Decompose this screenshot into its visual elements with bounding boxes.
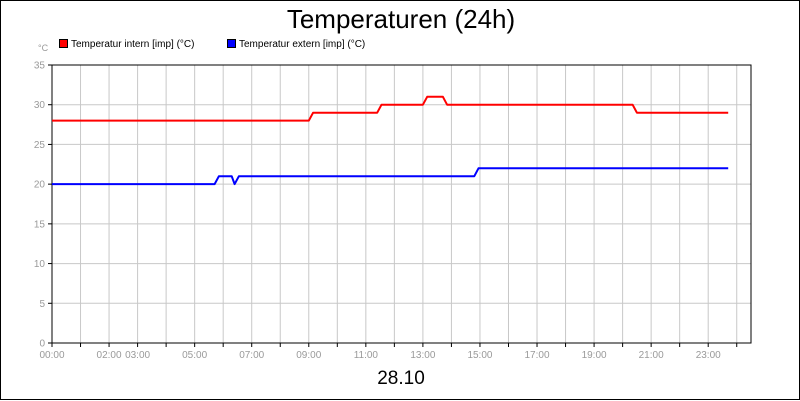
chart-title: Temperaturen (24h) (286, 4, 516, 34)
x-tick-label-1100: 11:00 (354, 350, 379, 361)
legend-swatch-extern (227, 39, 236, 48)
y-tick-label-35: 35 (34, 61, 46, 72)
y-tick-label-30: 30 (34, 100, 46, 111)
x-tick-label-0700: 07:00 (239, 350, 264, 361)
y-tick-label-10: 10 (34, 259, 46, 270)
x-tick-label-0200: 02:00 (97, 350, 122, 361)
x-tick-label-1900: 19:00 (582, 350, 607, 361)
legend-item-extern: Temperatur extern [imp] (°C) (227, 39, 365, 50)
y-tick-label-25: 25 (34, 140, 46, 151)
x-tick-label-1500: 15:00 (467, 350, 492, 361)
y-axis-unit-label: °C (38, 43, 49, 53)
plot-border (51, 64, 752, 344)
plot-background (52, 65, 751, 343)
x-tick-label-0300: 03:00 (125, 350, 150, 361)
y-tick-label-5: 5 (39, 299, 45, 310)
x-tick-label-2100: 21:00 (639, 350, 664, 361)
legend-item-intern: Temperatur intern [imp] (°C) (59, 39, 194, 50)
series-line-extern (52, 167, 729, 186)
x-tick-label-1300: 13:00 (410, 350, 435, 361)
legend-label-intern: Temperatur intern [imp] (°C) (71, 39, 195, 50)
x-tick-label-2300: 23:00 (696, 350, 721, 361)
x-tick-label-0500: 05:00 (182, 350, 207, 361)
y-tick-label-0: 0 (39, 339, 45, 350)
y-tick-label-20: 20 (34, 180, 46, 191)
x-tick-label-0000: 00:00 (39, 350, 64, 361)
legend-swatch-intern (59, 39, 68, 48)
x-tick-label-0900: 09:00 (296, 350, 321, 361)
x-tick-label-1700: 17:00 (525, 350, 550, 361)
x-axis-date-label: 28.10 (377, 368, 425, 389)
series-line-intern (52, 95, 729, 122)
y-tick-label-15: 15 (34, 219, 46, 230)
legend-label-extern: Temperatur extern [imp] (°C) (239, 39, 366, 50)
